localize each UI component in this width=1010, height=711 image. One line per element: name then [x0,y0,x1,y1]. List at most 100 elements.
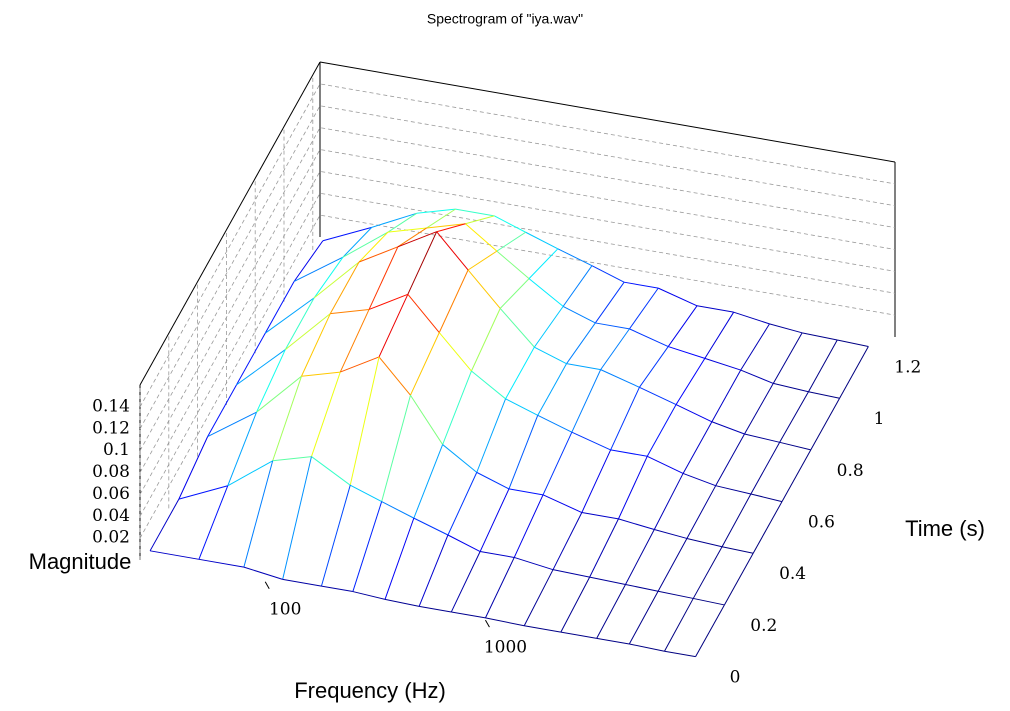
mesh-segment [413,517,449,536]
mesh-segment [442,444,478,473]
mesh-segment [349,356,380,486]
mesh-segment [371,212,417,228]
z-tick-label: 0.1 [103,440,130,460]
mesh-segment [198,558,244,568]
mesh-segment [387,227,427,233]
mesh-segment [416,208,456,214]
mesh-segment [686,485,717,539]
mesh-segment [528,248,559,279]
mesh-segment [499,278,530,309]
mesh-segment [808,339,838,392]
z-tick-label: 0.08 [92,462,130,482]
z-tick-label: 0.02 [92,528,130,548]
mesh-segment [566,363,601,371]
mesh-segment [465,215,495,225]
grid-line [139,127,896,451]
mesh-segment [610,387,640,451]
box-edge [139,61,321,386]
mesh-segment [715,433,745,486]
mesh-segment [381,395,411,502]
mesh-segment [410,394,444,445]
mesh-segment [664,598,694,652]
mesh-segment [557,248,593,267]
mesh-segment [313,256,344,299]
y-tick-label: 1.2 [894,357,921,377]
grid-line [139,83,896,408]
grid-line [139,170,896,495]
mesh-segment [654,529,688,539]
mesh-segment [744,383,774,435]
mesh-segment [149,550,200,560]
mesh-segment [410,332,440,396]
mesh-segment [496,250,530,279]
mesh-segment [625,529,655,585]
mesh-segment [810,397,841,451]
grid-line [139,192,896,517]
mesh-segment [750,442,781,495]
mesh-segment [340,356,380,373]
grid-line [139,214,896,539]
mesh-segment [272,376,302,461]
mesh-segment [322,226,372,242]
mesh-segment [668,346,706,359]
mesh-segment [534,346,567,365]
chart-title: Spectrogram of "iya.wav" [427,11,583,27]
mesh-segment [740,323,770,371]
mesh-segment [447,472,478,536]
mesh-segment [629,643,665,652]
mesh-segment [715,485,751,495]
mesh-segment [581,449,612,513]
mesh-segment [243,460,274,568]
x-tick [485,619,490,628]
mesh-segment [533,306,564,348]
mesh-segment [426,208,456,229]
mesh-segment [618,456,648,520]
mesh-segment [227,412,257,486]
mesh-segment [639,346,669,388]
mesh-segment [436,231,469,271]
mesh-segment [479,488,510,552]
mesh-segment [368,293,409,310]
mesh-segment [342,227,373,258]
mesh-segment [721,493,752,547]
z-tick-label: 0.14 [92,396,130,416]
mesh-segment [330,308,370,315]
mesh-segment [282,578,322,587]
mesh-segment [508,415,539,490]
mesh-segment [407,294,440,333]
mesh-segment [589,576,626,585]
mesh-segment [721,546,754,554]
mesh-segment [442,370,472,445]
mesh-segment [207,411,257,437]
mesh-segment [591,265,625,283]
mesh-segment [528,278,564,307]
mesh-segment [293,240,324,282]
mesh-segment [313,261,360,299]
z-tick-label: 0.06 [92,484,130,504]
mesh-segment [675,358,706,405]
mesh-segment [695,604,725,657]
mesh-segment [624,281,659,289]
mesh-segment [537,414,573,433]
mesh-segment [256,375,302,413]
y-tick-label: 1 [874,409,885,429]
mesh-segment [560,631,597,639]
mesh-segment [485,617,525,627]
mesh-segment [342,231,389,258]
mesh-segment [596,637,630,645]
mesh-segment [625,583,659,592]
mesh-segment [629,287,659,330]
mesh-segment [378,356,411,396]
mesh-segment [450,551,481,613]
mesh-segment [562,265,593,307]
mesh-segment [675,404,713,423]
mesh-segment [378,294,409,358]
mesh-segment [243,566,283,580]
mesh-segment [264,297,315,334]
mesh-segment [686,537,723,548]
mesh-segment [600,328,630,370]
mesh-segment [467,250,498,271]
y-tick-label: 0.8 [837,461,864,481]
mesh-segment [769,323,803,334]
mesh-segment [571,369,602,433]
